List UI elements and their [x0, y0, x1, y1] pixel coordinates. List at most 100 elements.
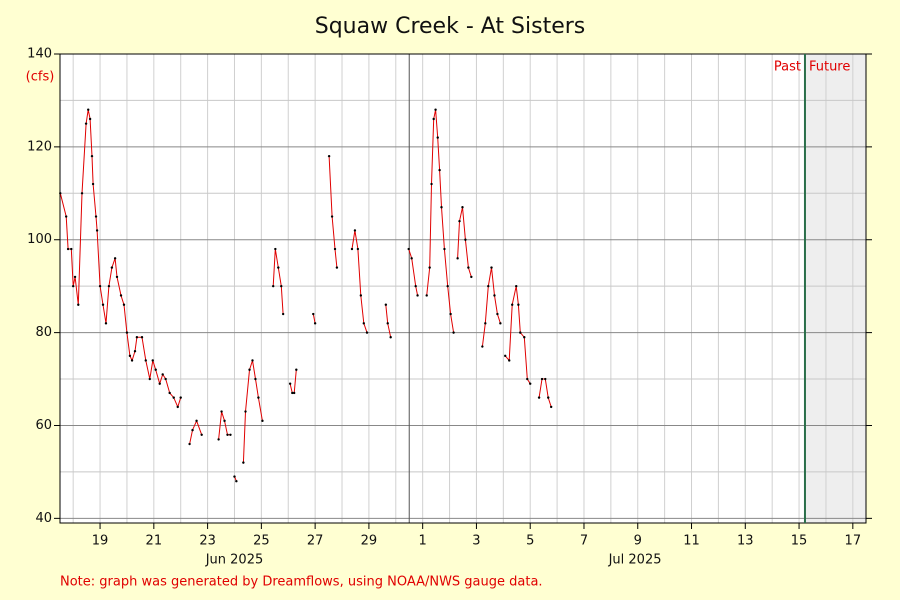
flow-point	[251, 359, 254, 362]
flow-point	[487, 284, 490, 288]
flow-point	[327, 154, 331, 158]
flow-point	[90, 154, 94, 158]
flow-point	[101, 303, 105, 306]
x-tick-label: 15	[791, 534, 808, 549]
x-tick-label: 5	[526, 534, 534, 549]
flow-point	[164, 377, 167, 381]
y-axis-label: (cfs)	[26, 70, 55, 85]
flow-point	[365, 331, 369, 334]
flow-point	[88, 117, 92, 121]
flow-point	[176, 405, 179, 409]
flow-point	[440, 206, 443, 209]
flow-point	[80, 192, 84, 195]
flow-point	[73, 275, 77, 279]
x-tick-label: 17	[845, 534, 862, 549]
flow-point	[195, 419, 198, 423]
flow-point	[161, 373, 164, 376]
flow-point	[254, 377, 257, 381]
flow-point	[432, 117, 435, 121]
flow-point	[140, 336, 144, 339]
x-tick-label: 7	[580, 534, 588, 549]
flow-point	[94, 215, 98, 218]
x-tick-label: 25	[253, 534, 270, 549]
flow-point	[233, 475, 236, 478]
flow-point	[277, 266, 280, 269]
plot-area	[60, 54, 866, 523]
flow-point	[452, 331, 455, 334]
flow-point	[416, 294, 419, 297]
flow-point	[335, 266, 339, 269]
past-label: Past	[774, 60, 801, 75]
flow-point	[104, 322, 108, 325]
flow-point	[414, 284, 417, 288]
y-tick-label: 80	[35, 325, 52, 340]
flow-point	[481, 345, 484, 348]
flow-point	[386, 322, 389, 325]
y-tick-label: 60	[35, 418, 52, 433]
flow-point	[95, 229, 99, 232]
flow-point	[226, 433, 229, 436]
x-tick-label: 19	[92, 534, 109, 549]
flow-point	[200, 433, 203, 436]
flow-point	[179, 396, 182, 399]
flow-point	[353, 229, 357, 232]
flow-point	[148, 377, 151, 381]
flow-point	[517, 303, 520, 306]
flow-point	[110, 266, 114, 269]
flow-point	[312, 312, 315, 316]
flow-point	[547, 396, 550, 399]
flow-point	[271, 284, 275, 288]
flow-point	[248, 368, 251, 371]
flow-point	[242, 461, 245, 464]
month-label: Jun 2025	[205, 553, 264, 568]
flow-point	[191, 428, 194, 432]
flow-point	[158, 382, 161, 385]
footnote: Note: graph was generated by Dreamflows,…	[60, 575, 543, 590]
flow-point	[223, 419, 226, 423]
flow-point	[350, 247, 354, 251]
flow-point	[549, 405, 553, 409]
flow-point	[467, 266, 470, 269]
flow-point	[292, 391, 296, 395]
flow-point	[508, 359, 511, 362]
flow-point	[87, 108, 90, 111]
flow-point	[59, 192, 62, 195]
flow-point	[220, 410, 223, 413]
y-tick-label: 120	[27, 139, 52, 154]
flow-point	[151, 359, 154, 362]
flow-point	[107, 284, 111, 288]
flow-point	[70, 247, 73, 251]
flow-point	[188, 442, 191, 446]
flow-point	[235, 480, 238, 483]
x-tick-label: 27	[307, 534, 324, 549]
flow-point	[446, 284, 449, 288]
flow-point	[168, 391, 171, 395]
flow-point	[540, 377, 544, 381]
flow-point	[217, 438, 220, 441]
flow-point	[98, 284, 102, 288]
flow-point	[330, 215, 334, 218]
flow-point	[135, 336, 139, 339]
flow-point	[425, 294, 428, 297]
flow-point	[125, 331, 129, 334]
x-tick-label: 9	[634, 534, 642, 549]
flow-point	[119, 294, 123, 297]
flow-point	[458, 219, 461, 223]
flow-point	[130, 359, 134, 362]
month-label: Jul 2025	[608, 553, 662, 568]
flow-point	[261, 419, 264, 423]
flow-point	[529, 382, 532, 385]
flow-point	[359, 294, 363, 297]
flow-point	[91, 182, 95, 186]
y-tick-label: 40	[35, 511, 52, 526]
flow-point	[313, 322, 317, 325]
flow-point	[504, 354, 507, 358]
x-tick-label: 23	[199, 534, 216, 549]
flow-point	[499, 322, 502, 325]
x-tick-label: 1	[419, 534, 427, 549]
flow-point	[115, 275, 119, 279]
future-label: Future	[809, 60, 850, 75]
flow-point	[288, 382, 292, 385]
flow-point	[257, 396, 260, 399]
